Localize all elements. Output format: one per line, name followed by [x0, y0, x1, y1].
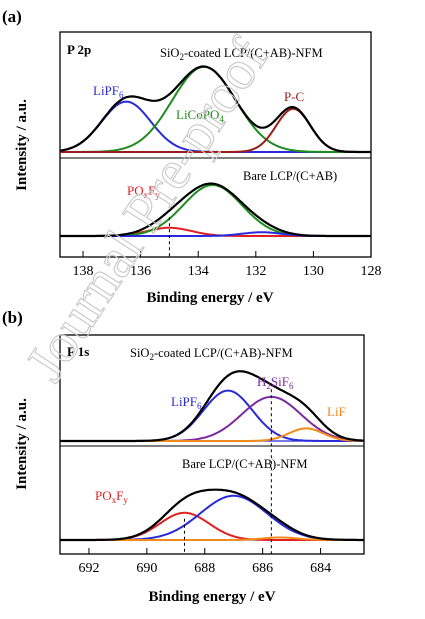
x-tick-label: 138 [73, 264, 94, 279]
envelope-curve [60, 370, 364, 443]
panel-a-top-sample-label: SiO2-coated LCP/(C+AB)-NFM [160, 46, 323, 62]
x-tick-label: 128 [361, 264, 382, 279]
panel-b-top-sample-label: SiO2-coated LCP/(C+AB)-NFM [130, 346, 293, 362]
envelope-curve [60, 488, 364, 542]
panel-b-bottom-sample-label: Bare LCP/(C+AB)-NFM [182, 457, 307, 471]
panel-a-peak-label-lipf6: LiPF6 [93, 83, 124, 100]
x-tick-label: 132 [245, 264, 266, 279]
panel-a-ylabel: Intensity / a.u. [14, 99, 30, 191]
panel-b-x-ticks: 692 690 688 686 684 [78, 548, 331, 576]
panel-a-xlabel: Binding energy / eV [146, 290, 273, 306]
panel-a-peak-label-licopo4: LiCoPO4 [176, 107, 224, 124]
envelope-curve [60, 182, 371, 238]
panel-a-x-ticks: 138 136 134 132 130 128 [73, 251, 382, 279]
panel-b-peak-label-lipf6: LiPF6 [171, 394, 202, 411]
x-tick-label: 136 [130, 264, 151, 279]
peak-curve-poxfy [60, 511, 364, 541]
panel-b-frame [59, 334, 365, 555]
panel-a-element-label: P 2p [67, 42, 91, 57]
peak-curve-licopo4 [60, 183, 371, 237]
panel-a-label: (a) [2, 7, 22, 26]
panel-b-xlabel: Binding energy / eV [148, 589, 275, 605]
panel-b: (b) F 1s 692 690 688 686 684 Binding energy … [2, 308, 365, 605]
panel-a: (a) P 2p 138 136 134 132 130 128 Binding ener… [2, 7, 382, 306]
panel-b-peak-label-poxfy: POxFy [95, 488, 128, 505]
x-tick-label: 690 [136, 561, 157, 576]
peak-curve-lipf6 [60, 389, 364, 442]
panel-a-bottom-sample-label: Bare LCP/(C+AB) [243, 169, 337, 183]
panel-b-label: (b) [2, 308, 23, 327]
panel-b-peak-label-lif: LiF [327, 404, 346, 419]
panel-b-element-label: F 1s [67, 344, 89, 359]
panel-b-curves [60, 370, 365, 554]
x-tick-label: 134 [188, 264, 209, 279]
x-tick-label: 692 [78, 561, 99, 576]
x-tick-label: 688 [194, 561, 215, 576]
x-tick-label: 130 [303, 264, 324, 279]
panel-a-frame [59, 31, 372, 258]
envelope-curve [59, 65, 371, 154]
panel-a-peak-label-poxfy: POxFy [127, 183, 160, 200]
panel-b-ylabel: Intensity / a.u. [14, 398, 30, 490]
panel-b-peak-label-h2sif6: H2SiF6 [257, 374, 294, 391]
x-tick-label: 684 [310, 561, 331, 576]
x-tick-label: 686 [252, 561, 273, 576]
panel-a-peak-label-pc: P-C [284, 89, 304, 104]
panel-a-curves [59, 65, 371, 257]
